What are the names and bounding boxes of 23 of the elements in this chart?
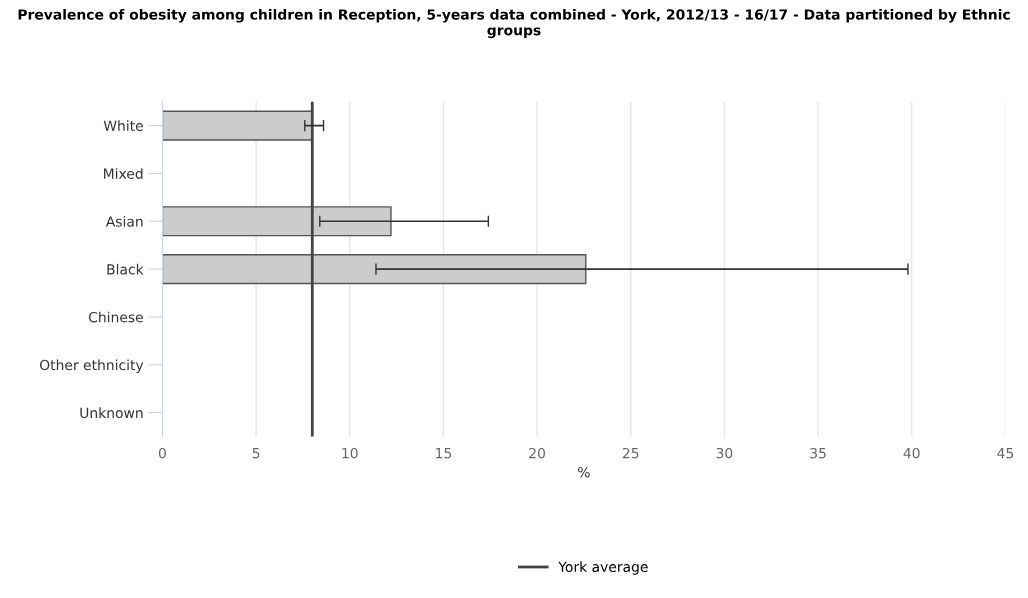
bar [162, 254, 587, 285]
x-tick-label: 15 [436, 448, 452, 459]
y-tick-label: Asian [105, 215, 143, 227]
bar [162, 206, 392, 237]
x-tick-label: 10 [342, 447, 358, 459]
y-tick-label: Mixed [104, 168, 143, 179]
x-tick-label: 5 [252, 448, 260, 459]
x-tick-label: 45 [997, 448, 1014, 459]
x-tick-label: 40 [903, 447, 920, 459]
x-tick-label: 20 [529, 447, 545, 459]
y-tick-label: Chinese [88, 311, 143, 323]
bar [162, 110, 313, 141]
x-tick-label: 25 [622, 447, 639, 459]
y-tick-label: Other ethnicity [39, 359, 144, 373]
x-tick-label: 35 [810, 447, 826, 459]
x-tick-label: 0 [158, 447, 166, 459]
x-tick-label: 30 [716, 447, 733, 459]
chart-title: Prevalence of obesity among children in Reception, 5-years data combined - York, 2012/13 - 16/17 - Data partitioned by Ethnic groups [18, 8, 1010, 39]
legend-label: York average [558, 561, 648, 575]
y-tick-label: Unknown [80, 407, 143, 419]
y-tick-label: White [103, 120, 143, 132]
x-axis-title: % [578, 466, 590, 478]
y-tick-label: Black [107, 263, 144, 275]
